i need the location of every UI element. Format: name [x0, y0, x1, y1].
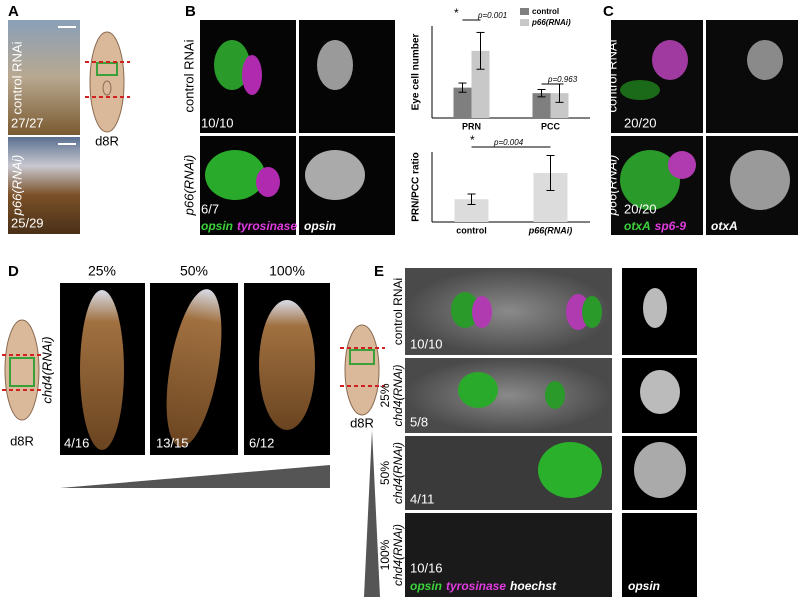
row-label: control RNAi	[604, 39, 619, 112]
stain-label: tyrosinase	[446, 579, 506, 593]
level-label: 100%	[269, 263, 305, 279]
stain-label: otxA	[624, 219, 651, 233]
image	[8, 20, 80, 135]
worm	[80, 289, 315, 450]
scheme	[340, 324, 385, 416]
signal	[205, 40, 365, 200]
scheme-label: d8R	[10, 433, 34, 448]
count: 4/11	[410, 491, 434, 506]
level-label: 100%	[378, 539, 392, 570]
stain-label: sp6-9	[655, 219, 687, 233]
count: 6/7	[201, 201, 219, 216]
legend-swatch	[520, 8, 529, 15]
y-axis-label: PRN/PCC ratio	[411, 152, 422, 221]
level-label: 25%	[88, 263, 116, 279]
stain-label: opsin	[410, 579, 442, 593]
stain-label: opsin	[304, 219, 336, 233]
scheme	[85, 31, 130, 133]
bar	[454, 199, 489, 222]
annotation: p=0.001	[477, 11, 507, 20]
bar	[453, 87, 472, 118]
row-label: control RNAi	[181, 39, 196, 112]
x-tick-label: control	[456, 225, 487, 235]
stain-label: tyrosinase	[237, 219, 297, 233]
image	[706, 20, 798, 133]
row-label: chd4(RNAi)	[39, 336, 54, 403]
annotation: p=0.963	[547, 75, 578, 84]
row-label: chd4(RNAi)	[391, 364, 405, 426]
x-tick-label: p66(RNAi)	[528, 225, 573, 235]
count: 10/10	[201, 115, 234, 130]
panel-label: B	[185, 3, 196, 20]
image	[405, 513, 612, 597]
count: 13/15	[156, 435, 189, 450]
annotation: *	[470, 133, 475, 147]
count: 6/12	[249, 435, 274, 450]
count: 20/20	[624, 201, 657, 216]
legend-label: control	[532, 7, 559, 16]
count: 10/16	[410, 560, 443, 575]
scheme-label: d8R	[350, 415, 374, 430]
row-label: p66(RNAi)	[181, 155, 196, 217]
stain-label: opsin	[628, 579, 660, 593]
row-label: p66(RNAi)	[9, 155, 24, 217]
count: 27/27	[11, 115, 44, 130]
bar	[550, 93, 569, 118]
x-tick-label: PCC	[541, 121, 561, 131]
row-label: p66(RNAi)	[604, 155, 619, 217]
row-label: chd4(RNAi)	[391, 442, 405, 504]
scheme	[2, 319, 42, 421]
scheme-label: d8R	[95, 133, 119, 148]
y-axis-label: Eye cell number	[411, 34, 422, 111]
stain-label: otxA	[711, 219, 738, 233]
signal	[451, 288, 686, 498]
stain-label: opsin	[201, 219, 233, 233]
count: 25/29	[11, 215, 44, 230]
gradient-wedge	[60, 465, 330, 488]
legend-swatch	[520, 19, 529, 26]
level-label: 50%	[180, 263, 208, 279]
count: 5/8	[410, 414, 428, 429]
bar	[532, 93, 551, 118]
panel-label: D	[8, 263, 19, 280]
row-label: chd4(RNAi)	[391, 524, 405, 586]
count: 10/10	[410, 336, 443, 351]
image	[611, 20, 703, 133]
stain-label: hoechst	[510, 579, 557, 593]
bar	[471, 50, 490, 119]
annotation: p=0.004	[493, 138, 524, 147]
panel-label: E	[374, 263, 384, 280]
image	[405, 358, 612, 433]
image	[8, 137, 80, 234]
gradient-wedge	[364, 430, 380, 597]
level-label: 50%	[378, 461, 392, 485]
legend-label: p66(RNAi)	[531, 18, 571, 27]
signal	[620, 40, 790, 210]
image	[622, 513, 697, 597]
annotation: *	[454, 6, 459, 20]
x-tick-label: PRN	[462, 121, 481, 131]
count: 20/20	[624, 115, 657, 130]
row-label: control RNAi	[391, 278, 405, 345]
panel-label: A	[8, 3, 19, 20]
row-label: control RNAi	[9, 41, 24, 114]
level-label: 25%	[378, 383, 392, 407]
count: 4/16	[64, 435, 89, 450]
panel-label: C	[603, 3, 614, 20]
